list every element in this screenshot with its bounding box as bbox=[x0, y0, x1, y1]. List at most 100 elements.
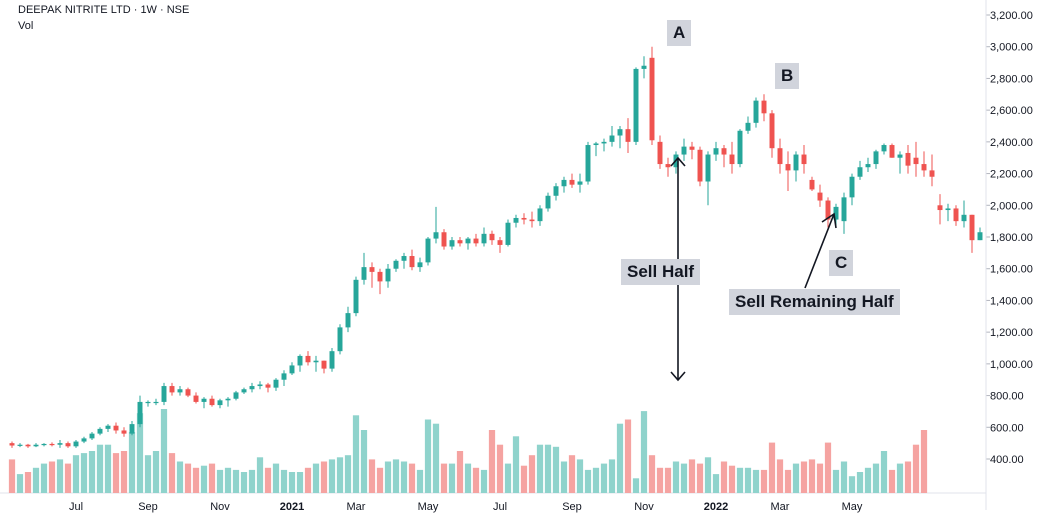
volume-bar bbox=[664, 467, 672, 493]
volume-bar bbox=[312, 463, 320, 493]
volume-bar bbox=[800, 461, 808, 493]
candle-body bbox=[817, 192, 823, 201]
candle-body bbox=[33, 444, 39, 447]
candle-body bbox=[9, 443, 15, 446]
candle-body bbox=[545, 195, 551, 209]
volume-bar bbox=[472, 467, 480, 493]
volume-bar bbox=[200, 465, 208, 493]
volume-bar bbox=[480, 469, 488, 493]
volume-bar bbox=[368, 459, 376, 493]
candle-body bbox=[705, 154, 711, 182]
volume-bar bbox=[296, 472, 304, 493]
volume-bar bbox=[128, 432, 136, 493]
candle-body bbox=[865, 164, 871, 168]
volume-bar bbox=[784, 469, 792, 493]
volume-bar bbox=[456, 451, 464, 493]
candle-body bbox=[41, 443, 47, 446]
volume-bar bbox=[344, 455, 352, 493]
candle-body bbox=[137, 401, 143, 425]
candle-body bbox=[401, 256, 407, 261]
candle-body bbox=[881, 145, 887, 152]
volume-bar bbox=[840, 461, 848, 493]
volume-bar bbox=[360, 430, 368, 493]
volume-bar bbox=[904, 461, 912, 493]
candle-body bbox=[201, 398, 207, 402]
y-axis-tick-label: 1,400.00 bbox=[990, 295, 1033, 307]
volume-bar bbox=[720, 461, 728, 493]
volume-bar bbox=[240, 472, 248, 493]
x-axis-tick-label: 2022 bbox=[704, 501, 728, 513]
y-axis-tick-label: 1,600.00 bbox=[990, 264, 1033, 276]
volume-bar bbox=[288, 472, 296, 493]
candle-body bbox=[657, 141, 663, 165]
volume-bar bbox=[832, 469, 840, 493]
candle-body bbox=[753, 100, 759, 123]
annotation-sell-half: Sell Half bbox=[621, 259, 701, 285]
volume-bar bbox=[792, 463, 800, 493]
volume-bar bbox=[560, 461, 568, 493]
candle-body bbox=[65, 443, 71, 447]
y-axis-tick-label: 3,000.00 bbox=[990, 42, 1033, 54]
x-axis-tick-label: Nov bbox=[634, 501, 654, 513]
volume-bar bbox=[328, 459, 336, 493]
candle-body bbox=[841, 197, 847, 222]
volume-bar bbox=[224, 467, 232, 493]
volume-bar bbox=[320, 461, 328, 493]
volume-bar bbox=[336, 457, 344, 493]
volume-bar bbox=[544, 444, 552, 493]
volume-bar bbox=[440, 463, 448, 493]
volume-bar bbox=[704, 457, 712, 493]
volume-bar bbox=[696, 463, 704, 493]
candle-body bbox=[329, 351, 335, 369]
arrow-head bbox=[670, 371, 686, 382]
volume-bar bbox=[808, 459, 816, 493]
volume-bar bbox=[920, 430, 928, 493]
volume-bar bbox=[616, 423, 624, 493]
volume-bar bbox=[432, 423, 440, 493]
candle-body bbox=[153, 401, 159, 404]
volume-bar bbox=[24, 472, 32, 493]
volume-bar bbox=[912, 444, 920, 493]
candle-body bbox=[369, 267, 375, 272]
volume-bar bbox=[16, 474, 24, 493]
candle-body bbox=[393, 260, 399, 269]
volume-bar bbox=[648, 455, 656, 493]
y-axis-tick-label: 2,800.00 bbox=[990, 73, 1033, 85]
sell-remaining-arrow bbox=[804, 213, 835, 289]
x-axis-tick-label: May bbox=[842, 501, 863, 513]
candle-body bbox=[601, 141, 607, 144]
candle-body bbox=[249, 386, 255, 390]
annotation-label-b: B bbox=[775, 63, 800, 89]
candle-body bbox=[105, 425, 111, 429]
candle-body bbox=[49, 443, 55, 446]
candle-body bbox=[897, 154, 903, 158]
candle-body bbox=[873, 151, 879, 165]
y-axis-tick-label: 3,200.00 bbox=[990, 10, 1033, 22]
annotation-label-a: A bbox=[667, 20, 692, 46]
candle-body bbox=[233, 392, 239, 399]
y-axis-tick-label: 2,000.00 bbox=[990, 200, 1033, 212]
candle-body bbox=[417, 262, 423, 268]
volume-bar bbox=[248, 469, 256, 493]
candle-body bbox=[113, 425, 119, 431]
volume-bar bbox=[688, 459, 696, 493]
candle-body bbox=[721, 148, 727, 155]
y-axis-tick-label: 400.00 bbox=[990, 454, 1024, 466]
volume-bar bbox=[872, 463, 880, 493]
volume-bar bbox=[824, 442, 832, 493]
candle-body bbox=[617, 129, 623, 136]
volume-bar bbox=[504, 463, 512, 493]
candle-body bbox=[209, 398, 215, 406]
candle-body bbox=[345, 313, 351, 328]
candle-body bbox=[449, 240, 455, 247]
volume-bar bbox=[112, 453, 120, 493]
x-axis-tick-label: Sep bbox=[562, 501, 582, 513]
volume-bar bbox=[776, 459, 784, 493]
candle-body bbox=[609, 135, 615, 142]
volume-bar bbox=[640, 411, 648, 493]
candle-body bbox=[489, 233, 495, 241]
candle-body bbox=[353, 279, 359, 314]
volume-bar bbox=[752, 469, 760, 493]
candle-body bbox=[961, 214, 967, 222]
